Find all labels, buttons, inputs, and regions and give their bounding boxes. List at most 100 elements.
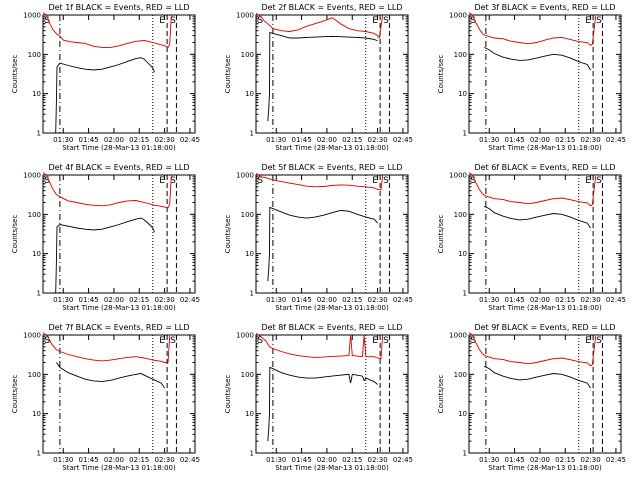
x-tick-label: 02:45 — [393, 456, 413, 464]
x-axis-label: Start Time (28-Mar-13 01:18:00) — [62, 464, 176, 472]
x-tick-label: 02:15 — [129, 296, 149, 304]
y-axis-label: Counts/sec — [224, 215, 232, 254]
marker-s: S — [257, 16, 263, 26]
y-axis-label: Counts/sec — [224, 55, 232, 94]
x-tick-label: 02:30 — [581, 136, 601, 144]
plot-frame — [255, 334, 409, 454]
panel-7: Det 7f BLACK = Events, RED = LLD 1 10 100 10… — [11, 323, 200, 472]
series-red-lld — [469, 332, 597, 367]
x-tick-label: 02:30 — [155, 456, 175, 464]
series-red-lld — [469, 172, 597, 207]
panel-4: Det 4f BLACK = Events, RED = LLD 1 10 100 10… — [11, 163, 200, 312]
marker-e: E — [159, 336, 165, 346]
x-tick-label: 02:30 — [368, 136, 388, 144]
y-tick-label: 1000 — [236, 332, 254, 340]
series-black-events — [484, 46, 591, 71]
series-black-events — [54, 217, 155, 293]
y-axis-label: Counts/sec — [11, 375, 19, 414]
x-tick-label: 02:00 — [530, 296, 550, 304]
x-tick-label: 02:45 — [606, 296, 626, 304]
y-tick-label: 1000 — [23, 12, 41, 20]
marker-s: S — [383, 16, 389, 26]
y-tick-label: 1 — [250, 450, 254, 458]
x-tick-label: 01:45 — [505, 456, 525, 464]
x-tick-label: 02:00 — [530, 456, 550, 464]
y-tick-label: 100 — [241, 371, 254, 379]
y-tick-label: 100 — [28, 51, 41, 59]
marker-s: S — [257, 336, 263, 346]
x-axis-label: Start Time (28-Mar-13 01:18:00) — [275, 144, 389, 152]
panel-title: Det 7f BLACK = Events, RED = LLD — [48, 323, 189, 332]
marker-s: S — [44, 176, 50, 186]
marker-e: E — [585, 176, 591, 186]
x-tick-label: 02:15 — [342, 296, 362, 304]
marker-s: S — [44, 336, 50, 346]
panel-title: Det 8f BLACK = Events, RED = LLD — [261, 323, 402, 332]
marker-s: S — [170, 336, 176, 346]
y-tick-label: 10 — [458, 90, 467, 98]
x-tick-label: 02:15 — [555, 456, 575, 464]
y-tick-label: 1 — [37, 290, 41, 298]
panel-title: Det 4f BLACK = Events, RED = LLD — [48, 163, 189, 172]
marker-s: S — [170, 176, 176, 186]
x-axis-label: Start Time (28-Mar-13 01:18:00) — [488, 464, 602, 472]
marker-s: S — [44, 16, 50, 26]
plot-frame — [42, 174, 196, 294]
x-tick-label: 02:30 — [368, 296, 388, 304]
x-tick-label: 02:45 — [606, 136, 626, 144]
y-axis-label: Counts/sec — [11, 215, 19, 254]
x-tick-label: 02:15 — [129, 136, 149, 144]
y-tick-label: 100 — [454, 371, 467, 379]
x-tick-label: 01:45 — [292, 296, 312, 304]
x-tick-label: 02:30 — [155, 136, 175, 144]
panel-5: Det 5f BLACK = Events, RED = LLD 1 10 100 10… — [224, 163, 413, 312]
panel-9: Det 9f BLACK = Events, RED = LLD 1 10 100 10… — [437, 323, 626, 472]
marker-s: S — [596, 176, 602, 186]
x-axis-label: Start Time (28-Mar-13 01:18:00) — [62, 144, 176, 152]
y-axis-label: Counts/sec — [437, 215, 445, 254]
marker-s: S — [470, 336, 476, 346]
y-tick-label: 1000 — [449, 332, 467, 340]
panel-1: Det 1f BLACK = Events, RED = LLD 1 10 100 10… — [11, 3, 200, 152]
panel-title: Det 9f BLACK = Events, RED = LLD — [474, 323, 615, 332]
y-tick-label: 1 — [463, 450, 467, 458]
panel-6: Det 6f BLACK = Events, RED = LLD 1 10 100 10… — [437, 163, 626, 312]
series-red-lld — [469, 12, 597, 46]
y-tick-label: 10 — [458, 410, 467, 418]
y-tick-label: 10 — [32, 90, 41, 98]
x-tick-label: 02:45 — [180, 296, 200, 304]
y-tick-label: 100 — [454, 211, 467, 219]
y-tick-label: 1000 — [23, 172, 41, 180]
series-black-events — [56, 362, 165, 389]
series-red-lld — [256, 333, 384, 360]
x-tick-label: 01:30 — [53, 136, 73, 144]
y-tick-label: 100 — [241, 211, 254, 219]
x-tick-label: 02:30 — [155, 296, 175, 304]
x-tick-label: 01:45 — [505, 296, 525, 304]
y-tick-label: 1 — [250, 130, 254, 138]
x-axis-label: Start Time (28-Mar-13 01:18:00) — [488, 144, 602, 152]
series-black-events — [484, 365, 591, 389]
marker-s: S — [470, 16, 476, 26]
panel-title: Det 3f BLACK = Events, RED = LLD — [474, 3, 615, 12]
x-axis-label: Start Time (28-Mar-13 01:18:00) — [275, 464, 389, 472]
y-tick-label: 1 — [463, 130, 467, 138]
series-red-lld — [256, 173, 384, 191]
marker-s: S — [383, 176, 389, 186]
x-tick-label: 01:30 — [266, 296, 286, 304]
x-tick-label: 02:15 — [555, 296, 575, 304]
x-tick-label: 02:45 — [606, 456, 626, 464]
x-tick-label: 02:00 — [530, 136, 550, 144]
marker-s: S — [170, 16, 176, 26]
x-tick-label: 02:00 — [317, 136, 337, 144]
panel-title: Det 2f BLACK = Events, RED = LLD — [261, 3, 402, 12]
x-axis-label: Start Time (28-Mar-13 01:18:00) — [488, 304, 602, 312]
y-tick-label: 10 — [458, 250, 467, 258]
series-black-events — [267, 366, 378, 442]
x-tick-label: 01:30 — [479, 136, 499, 144]
y-axis-label: Counts/sec — [437, 55, 445, 94]
y-tick-label: 1000 — [449, 172, 467, 180]
series-black-events — [267, 31, 378, 122]
x-tick-label: 02:30 — [581, 296, 601, 304]
series-black-events — [267, 206, 378, 282]
